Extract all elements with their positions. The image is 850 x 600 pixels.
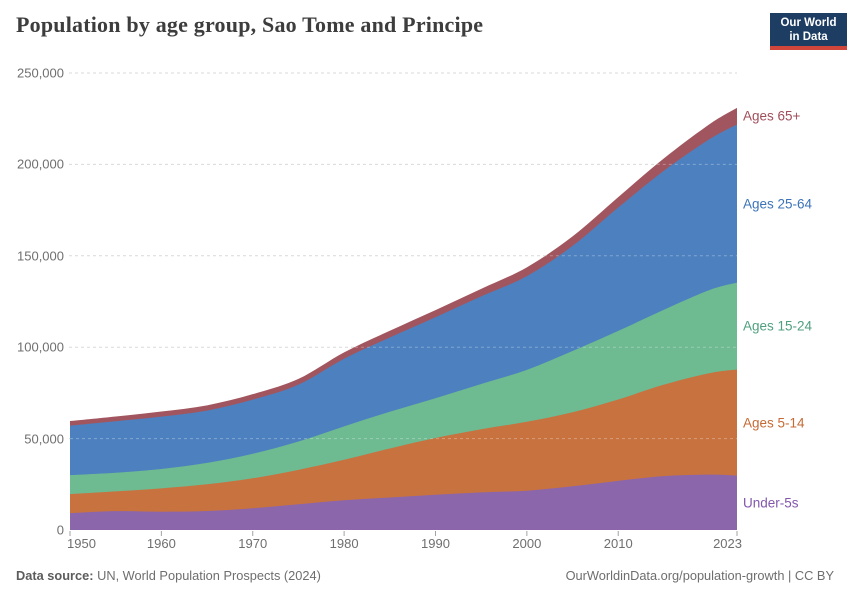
data-source-label: Data source: bbox=[16, 568, 94, 583]
chart-footer: Data source: UN, World Population Prospe… bbox=[16, 568, 834, 583]
x-tick-label: 1950 bbox=[67, 536, 96, 551]
y-tick-label: 150,000 bbox=[17, 248, 64, 264]
owid-logo-line1: Our World bbox=[780, 17, 837, 29]
data-source: Data source: UN, World Population Prospe… bbox=[16, 568, 321, 583]
area-under-5s[interactable] bbox=[70, 474, 737, 530]
data-source-text: UN, World Population Prospects (2024) bbox=[93, 568, 321, 583]
x-tick-label: 1980 bbox=[329, 536, 359, 551]
owid-logo-line2: in Data bbox=[789, 31, 828, 43]
y-tick-label: 0 bbox=[56, 522, 64, 538]
credit-link[interactable]: OurWorldinData.org/population-growth | C… bbox=[565, 568, 834, 583]
x-tick-label: 2000 bbox=[512, 536, 542, 551]
series-label-under-5s: Under-5s bbox=[743, 495, 799, 511]
x-tick-label: 1970 bbox=[238, 536, 268, 551]
series-label-ages-65-: Ages 65+ bbox=[743, 108, 801, 124]
x-tick-label: 1960 bbox=[146, 536, 176, 551]
series-label-ages-15-24: Ages 15-24 bbox=[743, 318, 813, 334]
x-tick-label: 2010 bbox=[603, 536, 633, 551]
owid-logo[interactable]: Our World in Data bbox=[770, 13, 847, 50]
y-tick-label: 50,000 bbox=[24, 431, 64, 447]
y-tick-label: 250,000 bbox=[17, 65, 64, 81]
series-label-ages-5-14: Ages 5-14 bbox=[743, 415, 805, 430]
y-tick-label: 100,000 bbox=[17, 339, 64, 355]
page-title: Population by age group, Sao Tome and Pr… bbox=[16, 12, 484, 37]
x-tick-label: 2023 bbox=[713, 536, 742, 551]
y-tick-label: 200,000 bbox=[17, 156, 64, 172]
series-label-ages-25-64: Ages 25-64 bbox=[743, 196, 813, 212]
x-tick-label: 1990 bbox=[421, 536, 450, 551]
